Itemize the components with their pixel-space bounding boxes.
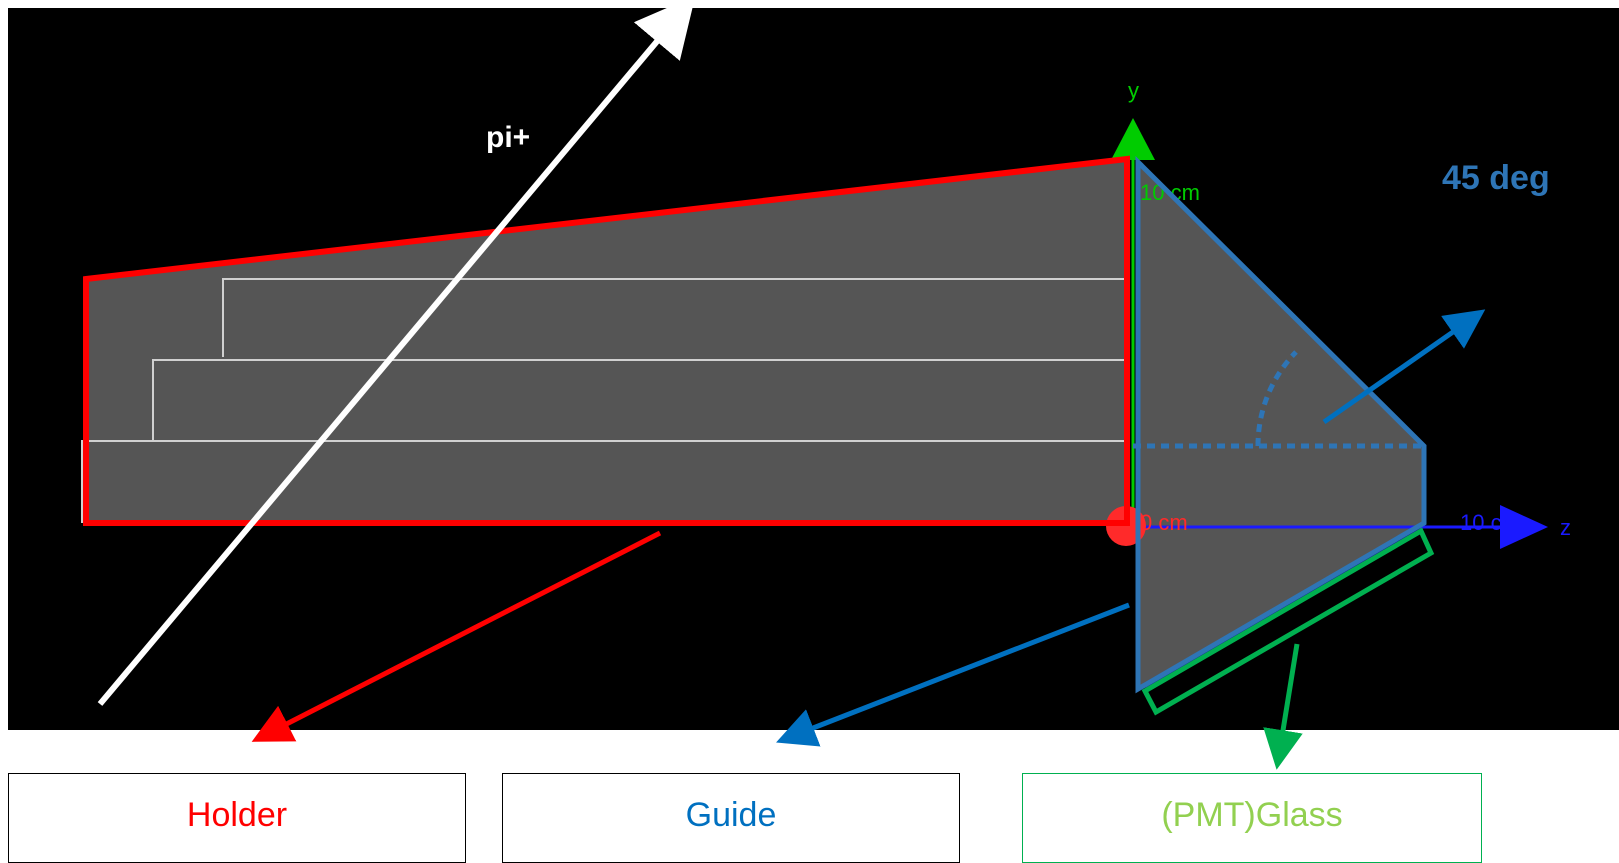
normal-direction-arrow: [1322, 309, 1486, 425]
holder-layer-top: [222, 278, 1127, 357]
guide-solid: [1138, 162, 1424, 689]
glass-legend-label: (PMT)Glass: [1161, 796, 1343, 834]
holder-layer-mid: [152, 359, 1127, 441]
holder-layer-bottom: [81, 440, 1127, 523]
holder-legend-label: Holder: [186, 796, 288, 834]
glass-pointer-arrow: [1263, 643, 1303, 770]
z-axis-tick-10: 10 cm: [1460, 510, 1520, 535]
glass-outline: [1141, 527, 1435, 716]
holder-legend-box: Holder: [8, 773, 466, 863]
z-axis-label: z: [1560, 515, 1571, 540]
z-axis-arrowhead: [1500, 505, 1548, 549]
glass-legend-box: (PMT)Glass: [1022, 773, 1482, 863]
angle-label: 45 deg: [1442, 159, 1550, 197]
particle-label: pi+: [486, 121, 530, 154]
guide-legend-box: Guide: [502, 773, 960, 863]
particle-track: [97, 0, 696, 706]
holder-outline: [83, 155, 1130, 526]
y-axis-arrowhead: [1111, 118, 1155, 160]
origin-tick-label: 0 cm: [1140, 510, 1188, 535]
y-axis-label: y: [1128, 78, 1139, 103]
guide-pointer-arrow: [776, 602, 1130, 747]
guide-legend-label: Guide: [685, 796, 777, 834]
guide-outline: [1135, 155, 1427, 694]
holder-pointer-arrow: [251, 530, 662, 742]
